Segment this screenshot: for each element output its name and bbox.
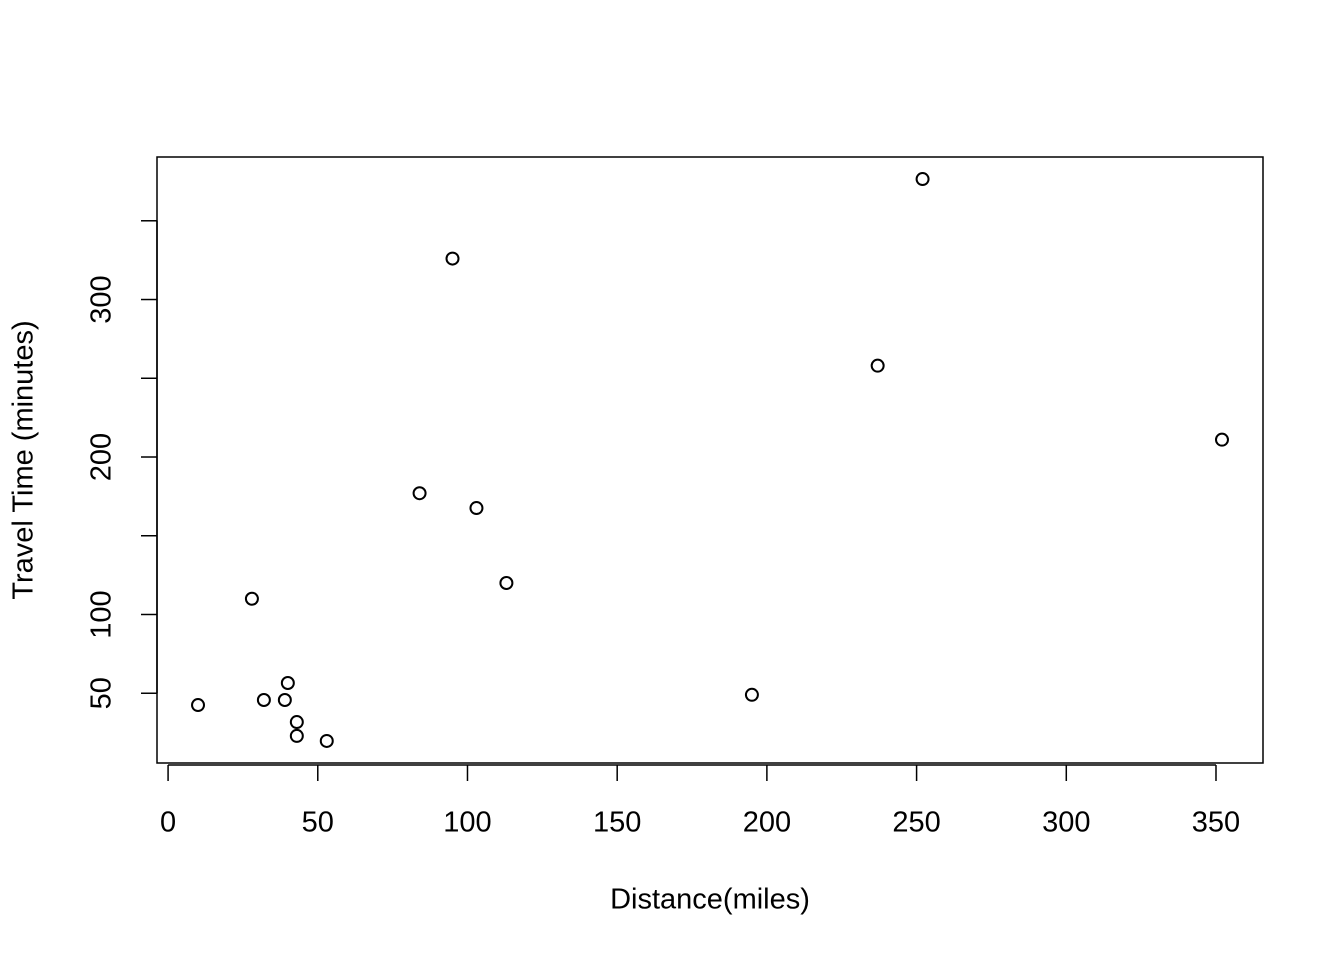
x-tick-label: 0 xyxy=(160,807,176,839)
x-tick-label: 50 xyxy=(302,807,334,839)
x-tick-label: 250 xyxy=(892,807,940,839)
point xyxy=(412,486,427,501)
point xyxy=(915,172,930,187)
y-axis-title: Travel Time (minutes) xyxy=(8,320,40,599)
point xyxy=(280,675,295,690)
y-tick-label: 50 xyxy=(86,677,118,709)
x-tick-label: 100 xyxy=(443,807,491,839)
point xyxy=(1214,432,1229,447)
y-tick-label: 300 xyxy=(86,275,118,323)
plot-frame xyxy=(156,156,1264,764)
point xyxy=(445,251,460,266)
point xyxy=(289,715,304,730)
point xyxy=(319,733,334,748)
x-tick-label: 300 xyxy=(1042,807,1090,839)
x-tick-label: 150 xyxy=(593,807,641,839)
point xyxy=(256,693,271,708)
point xyxy=(289,728,304,743)
point xyxy=(277,693,292,708)
point xyxy=(744,687,759,702)
point xyxy=(191,698,206,713)
point xyxy=(499,575,514,590)
y-tick-label: 200 xyxy=(86,433,118,481)
y-tick-label: 100 xyxy=(86,590,118,638)
x-tick-label: 200 xyxy=(743,807,791,839)
point xyxy=(244,591,259,606)
x-tick-label: 350 xyxy=(1192,807,1240,839)
point xyxy=(469,501,484,516)
point xyxy=(870,358,885,373)
x-axis-title: Distance(miles) xyxy=(610,884,810,916)
